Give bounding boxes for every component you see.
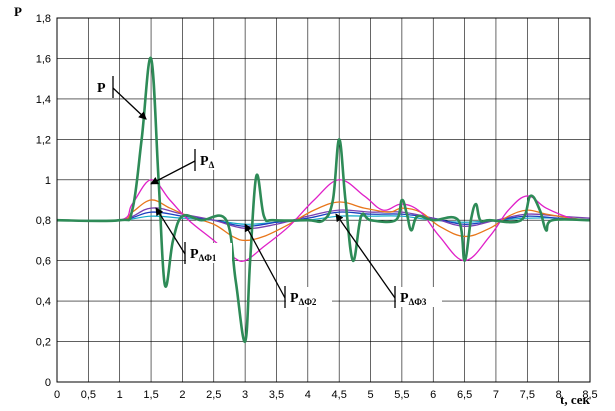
annotation-label: P (97, 81, 106, 96)
x-tick-label: 6 (430, 389, 436, 401)
annotation-arrow (155, 207, 186, 255)
x-axis-title: t, сек (560, 392, 591, 407)
y-tick-label: 0,6 (36, 256, 51, 268)
annotation-label: PΔФ3 (400, 291, 427, 307)
x-tick-label: 2 (179, 389, 185, 401)
x-tick-label: 7 (493, 389, 499, 401)
annotation-3: PΔФ1 (155, 207, 232, 264)
x-tick-label: 6,5 (457, 389, 472, 401)
x-tick-label: 8 (556, 389, 562, 401)
x-tick-label: 4,5 (332, 389, 347, 401)
annotation-arrow (112, 87, 147, 120)
x-tick-label: 1 (117, 389, 123, 401)
series-line-3 (56, 199, 591, 242)
x-tick-label: 3,5 (269, 389, 284, 401)
annotation-2: PΔ (150, 149, 242, 185)
x-tick-label: 1,5 (143, 389, 158, 401)
x-tick-label: 4 (305, 389, 311, 401)
annotation-bg (396, 287, 442, 307)
y-tick-label: 1 (45, 175, 51, 187)
y-tick-label: 1,2 (36, 134, 51, 146)
series-line-5 (56, 211, 591, 227)
series-line-1 (56, 56, 591, 343)
annotation-arrow (244, 223, 286, 299)
annotation-4: PΔФ2 (244, 223, 332, 308)
y-axis-title: P (14, 4, 22, 19)
y-tick-label: 1,8 (36, 13, 51, 25)
x-tick-label: 7,5 (520, 389, 535, 401)
annotation-arrow (335, 213, 396, 299)
x-tick-label: 5,5 (394, 389, 409, 401)
x-tick-label: 8,5 (582, 389, 597, 401)
y-tick-label: 0,4 (36, 296, 51, 308)
annotation-label: PΔ (200, 154, 215, 170)
annotation-bg (186, 243, 232, 263)
y-tick-label: 1,4 (36, 94, 51, 106)
annotation-label: PΔФ1 (190, 247, 217, 263)
axes (56, 17, 591, 383)
annotation-arrow (150, 160, 196, 185)
annotation-bg (196, 150, 242, 170)
grid (56, 17, 591, 383)
x-tick-label: 5 (367, 389, 373, 401)
tick-labels: 0 0,5 1 1,5 2 2,5 3 3,5 4 4,5 5 5,5 6 6,5 7 7,5 8 8,5 0 0,2… (36, 13, 598, 401)
annotation-bg (286, 287, 332, 307)
x-tick-label: 2,5 (206, 389, 221, 401)
x-tick-label: 0,5 (81, 389, 96, 401)
x-tick-label: 3 (242, 389, 248, 401)
annotation-1: P (93, 76, 147, 120)
series-line-2 (56, 179, 591, 262)
y-tick-label: 0,8 (36, 215, 51, 227)
annotation-bg (93, 77, 113, 97)
plot-frame (56, 17, 591, 383)
x-tick-label: 0 (54, 389, 60, 401)
y-tick-label: 0,2 (36, 337, 51, 349)
y-tick-label: 0 (45, 377, 51, 389)
series-group (56, 56, 591, 343)
annotation-label: PΔФ2 (290, 291, 317, 307)
annotation-5: PΔФ3 (335, 213, 442, 308)
y-tick-label: 1,6 (36, 53, 51, 65)
annotations: P PΔ PΔФ1 PΔФ2 PΔФ3 (93, 76, 442, 308)
